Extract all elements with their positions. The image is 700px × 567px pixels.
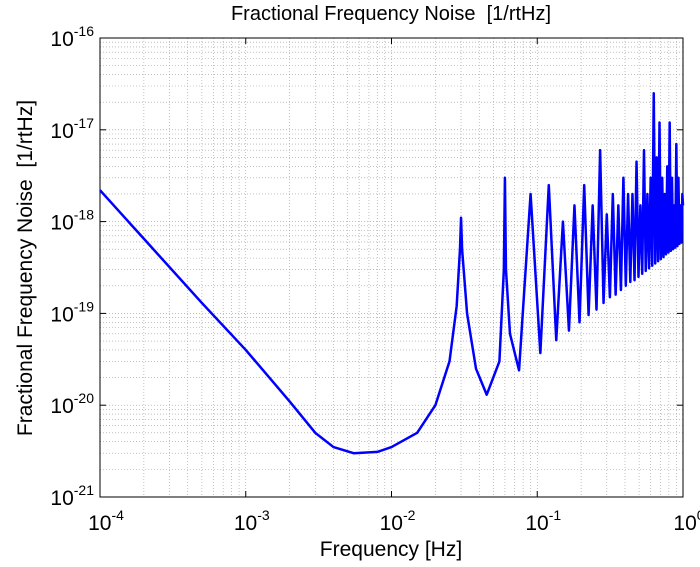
- tick-label-exponent: -21: [74, 482, 94, 498]
- chart-title: Fractional Frequency Noise [1/rtHz]: [231, 3, 551, 25]
- tick-label-exponent: 0: [697, 507, 700, 523]
- tick-label-exponent: -3: [257, 507, 270, 523]
- tick-label-base: 10: [50, 487, 73, 510]
- tick-label-base: 10: [50, 120, 73, 143]
- tick-label-exponent: -4: [111, 507, 124, 523]
- tick-label-exponent: -16: [74, 23, 94, 39]
- tick-label: 10-1: [525, 507, 561, 535]
- tick-label: 10-17: [50, 115, 94, 143]
- tick-label-exponent: -19: [74, 298, 94, 314]
- tick-label-base: 10: [50, 395, 73, 418]
- tick-label-exponent: -17: [74, 115, 94, 131]
- tick-label: 10-16: [50, 23, 94, 51]
- tick-label: 10-21: [50, 482, 94, 510]
- tick-label-base: 10: [525, 512, 548, 535]
- tick-label: 10-2: [380, 507, 416, 535]
- tick-label-base: 10: [234, 512, 257, 535]
- tick-label-base: 10: [88, 512, 111, 535]
- tick-label-exponent: -18: [74, 207, 94, 223]
- tick-label: 10-3: [234, 507, 270, 535]
- plot-frame: [99, 37, 684, 498]
- tick-label: 10-18: [50, 207, 94, 235]
- tick-label-base: 10: [50, 303, 73, 326]
- data-line: [99, 92, 685, 455]
- tick-label-exponent: -2: [403, 507, 416, 523]
- tick-label-exponent: -1: [549, 507, 562, 523]
- tick-label: 10-20: [50, 390, 94, 418]
- tick-label-base: 10: [50, 28, 73, 51]
- tick-label-base: 10: [380, 512, 403, 535]
- x-axis-label: Frequency [Hz]: [320, 538, 462, 561]
- tick-label-exponent: -20: [74, 390, 94, 406]
- tick-label: 100: [673, 507, 700, 535]
- tick-label-base: 10: [673, 512, 696, 535]
- tick-label-base: 10: [50, 212, 73, 235]
- y-axis-label: Fractional Frequency Noise [1/rtHz]: [14, 100, 37, 436]
- tick-label: 10-4: [88, 507, 124, 535]
- tick-label: 10-19: [50, 298, 94, 326]
